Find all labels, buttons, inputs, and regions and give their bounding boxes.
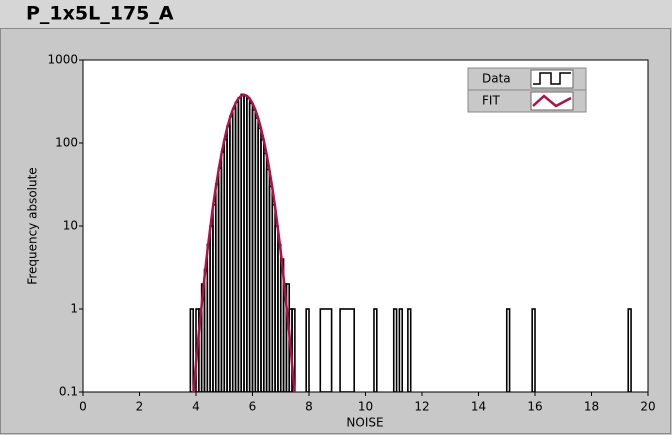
x-tick-label: 0 <box>79 400 87 414</box>
histogram-bar <box>373 308 378 392</box>
histogram-bar <box>505 308 511 392</box>
histogram-bar <box>392 308 398 392</box>
legend-label: FIT <box>482 94 500 108</box>
histogram-bar <box>627 308 632 392</box>
legend-icon-box <box>530 91 574 111</box>
x-tick-label: 18 <box>584 400 599 414</box>
histogram-bar <box>531 308 536 392</box>
x-tick-label: 2 <box>136 400 144 414</box>
histogram-bar <box>189 308 194 392</box>
x-tick-label: 20 <box>640 400 655 414</box>
legend-icon-fit <box>532 94 572 108</box>
plot-area <box>82 59 649 393</box>
chart-title: P_1x5L_175_A <box>26 3 174 25</box>
legend-label: Data <box>482 72 511 86</box>
x-tick-label: 14 <box>471 400 486 414</box>
x-tick-label: 12 <box>414 400 429 414</box>
legend: Data FIT <box>467 67 587 113</box>
histogram-bar <box>305 308 310 392</box>
y-tick-label: 1000 <box>47 53 78 67</box>
y-tick-label: 1 <box>70 302 78 316</box>
x-tick-label: 6 <box>249 400 257 414</box>
histogram-bar <box>407 308 412 392</box>
y-tick-label: 0.1 <box>59 385 78 399</box>
fit-line <box>192 93 296 392</box>
x-axis-label: NOISE <box>346 416 383 430</box>
plot-marks <box>189 93 632 392</box>
legend-icon-box <box>530 69 574 89</box>
y-axis-label: Frequency absolute <box>26 167 40 284</box>
histogram-bar <box>319 308 333 392</box>
histogram-bar <box>398 308 404 392</box>
title-bar <box>0 0 672 28</box>
histogram-bar <box>339 308 356 392</box>
legend-icon-data <box>533 72 571 85</box>
x-tick-label: 16 <box>527 400 542 414</box>
x-tick-label: 8 <box>305 400 313 414</box>
x-tick-label: 10 <box>358 400 373 414</box>
y-tick-label: 100 <box>55 136 78 150</box>
y-tick-label: 10 <box>63 219 78 233</box>
x-tick-label: 4 <box>192 400 200 414</box>
